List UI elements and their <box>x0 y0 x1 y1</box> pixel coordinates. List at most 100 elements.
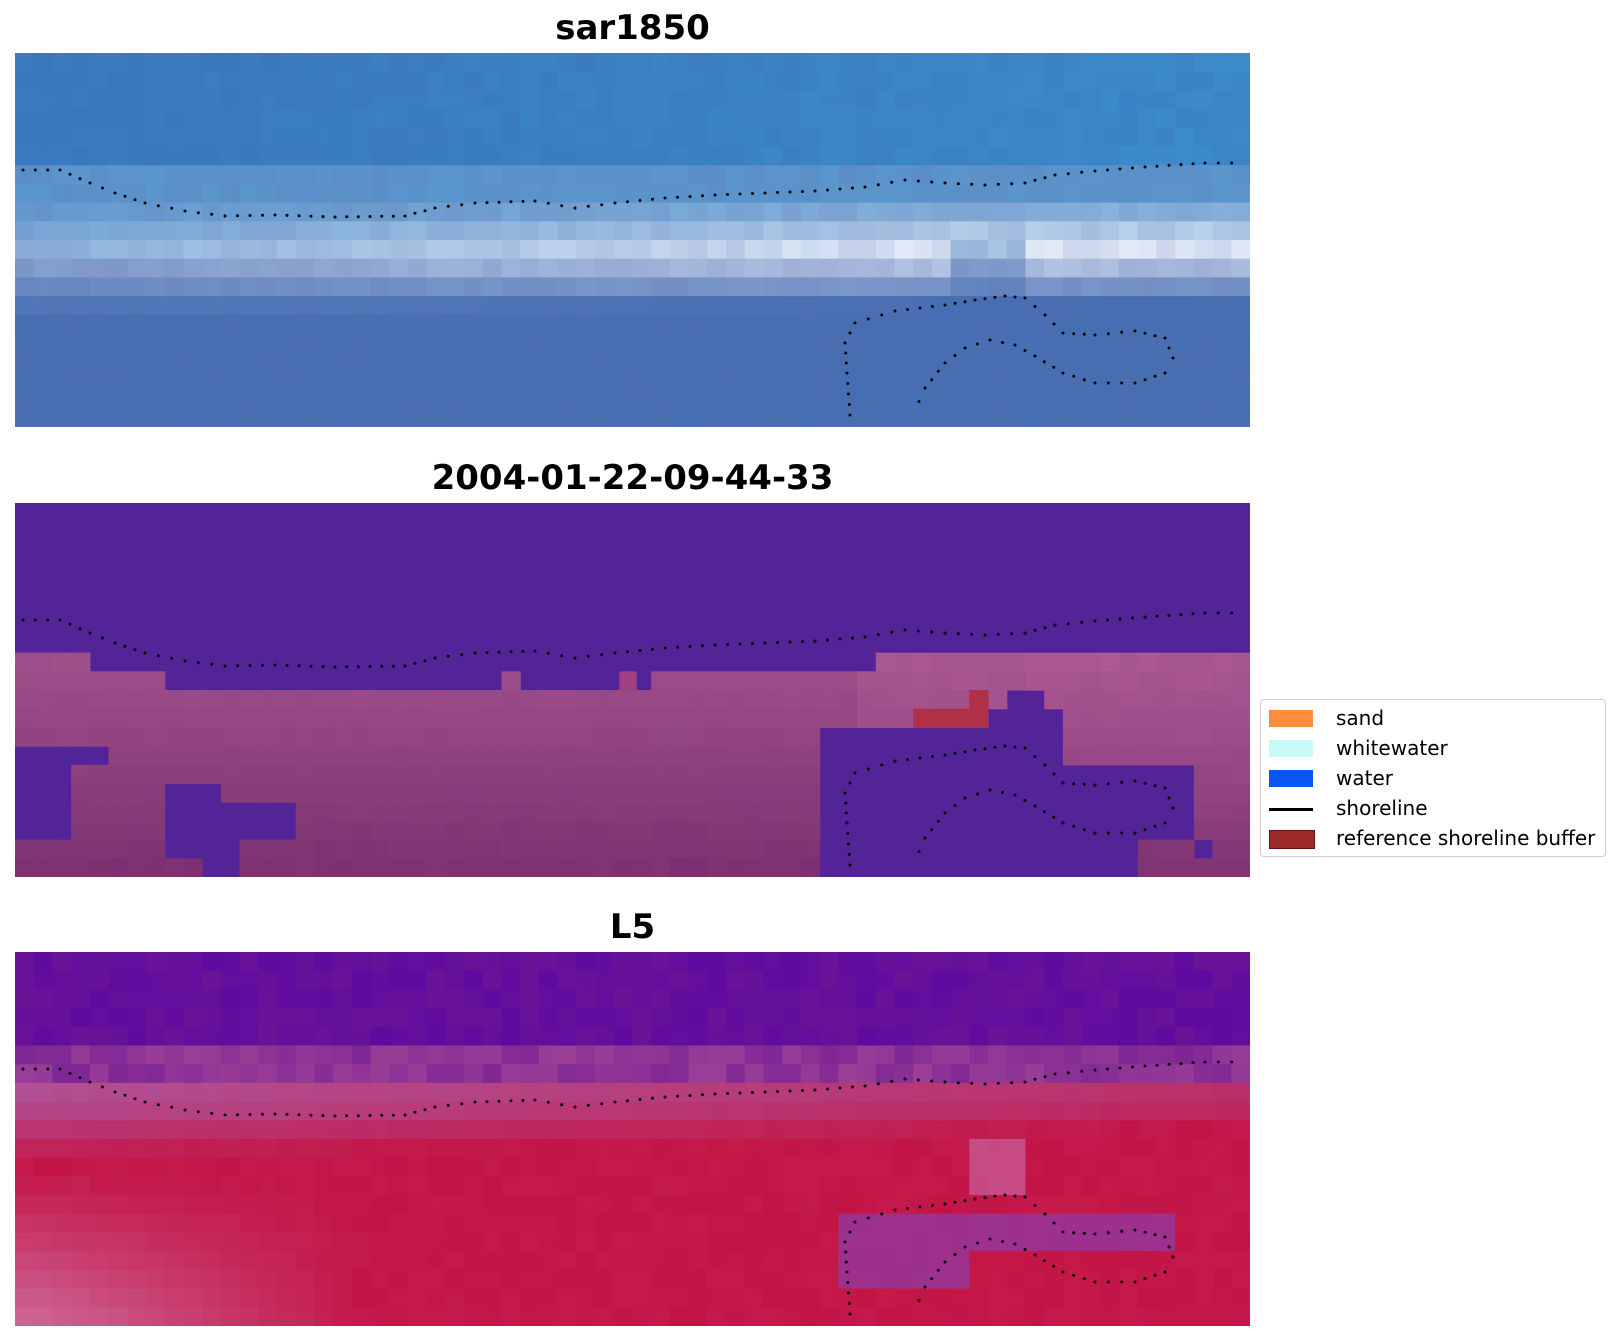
shoreline-point <box>688 195 692 198</box>
image-pixel <box>202 202 222 222</box>
land-pixel <box>127 839 147 859</box>
index-pixel <box>613 1045 634 1065</box>
shoreline-point <box>931 305 934 308</box>
image-pixel <box>726 277 746 297</box>
image-pixel <box>1212 71 1232 91</box>
index-pixel <box>89 1120 110 1140</box>
land-pixel <box>445 839 465 859</box>
land-pixel <box>314 783 334 803</box>
image-pixel <box>557 183 577 204</box>
image-pixel <box>108 90 128 110</box>
image-pixel <box>314 333 334 353</box>
image-pixel <box>1175 183 1195 204</box>
index-pixel <box>52 1026 72 1047</box>
image-pixel <box>1119 127 1139 148</box>
image-pixel <box>632 202 652 222</box>
image-pixel <box>33 127 54 148</box>
shoreline-point <box>843 791 847 795</box>
index-pixel <box>1175 1139 1195 1159</box>
land-pixel <box>15 652 35 672</box>
index-pixel <box>913 1045 933 1065</box>
image-pixel <box>183 258 203 278</box>
land-pixel <box>501 764 521 785</box>
image-pixel <box>202 314 222 335</box>
image-pixel <box>1156 71 1176 91</box>
land-pixel <box>969 671 989 691</box>
index-pixel <box>351 1101 372 1121</box>
land-pixel <box>445 858 465 877</box>
index-pixel <box>1044 1307 1064 1326</box>
index-pixel <box>108 1139 128 1159</box>
index-pixel <box>445 970 465 990</box>
index-pixel <box>351 1120 372 1140</box>
index-pixel <box>220 952 241 972</box>
shoreline-point <box>58 1067 62 1071</box>
land-pixel <box>314 708 334 728</box>
index-pixel <box>595 1288 615 1308</box>
index-pixel <box>538 1213 559 1234</box>
index-pixel <box>389 1307 409 1326</box>
index-pixel <box>1175 989 1195 1009</box>
image-pixel <box>782 71 802 91</box>
shoreline-point <box>936 819 940 823</box>
land-pixel <box>576 727 596 747</box>
land-pixel <box>464 858 484 877</box>
image-pixel <box>1081 53 1101 73</box>
index-pixel <box>1175 1120 1195 1140</box>
index-pixel <box>52 1120 72 1140</box>
land-pixel <box>950 671 970 691</box>
index-pixel <box>1062 1288 1083 1308</box>
shoreline-point <box>309 1113 313 1117</box>
land-pixel <box>351 690 372 710</box>
index-pixel <box>370 1251 390 1271</box>
image-pixel <box>1193 277 1214 297</box>
land-pixel <box>782 671 802 691</box>
index-pixel <box>576 1008 596 1028</box>
image-pixel <box>164 71 185 91</box>
image-pixel <box>220 314 241 335</box>
image-pixel <box>894 127 914 148</box>
land-pixel <box>857 708 877 728</box>
image-pixel <box>950 127 970 148</box>
index-pixel <box>1212 1232 1232 1252</box>
index-pixel <box>988 1213 1008 1234</box>
image-pixel <box>1212 127 1232 148</box>
index-pixel <box>445 1139 465 1159</box>
land-pixel <box>800 764 821 785</box>
land-pixel <box>127 820 147 841</box>
image-pixel <box>202 240 222 260</box>
image-pixel <box>595 389 615 409</box>
index-pixel <box>1006 1269 1027 1290</box>
image-pixel <box>258 90 278 110</box>
image-pixel <box>1137 165 1158 185</box>
image-pixel <box>576 389 596 409</box>
shoreline-point <box>916 1078 920 1082</box>
index-pixel <box>1025 1026 1045 1047</box>
image-pixel <box>127 221 147 241</box>
index-pixel <box>333 1251 353 1271</box>
index-pixel <box>651 1008 671 1028</box>
land-pixel <box>520 839 540 859</box>
index-pixel <box>127 1176 147 1196</box>
shoreline-point <box>223 1113 227 1117</box>
land-pixel <box>782 764 802 785</box>
land-pixel <box>295 746 315 766</box>
index-pixel <box>726 989 746 1009</box>
index-pixel <box>1062 952 1083 972</box>
image-pixel <box>875 71 896 91</box>
index-pixel <box>1193 1288 1214 1308</box>
index-pixel <box>426 1307 446 1326</box>
index-pixel <box>258 1008 278 1028</box>
index-pixel <box>389 1269 409 1290</box>
image-pixel <box>258 352 278 372</box>
image-pixel <box>744 146 765 166</box>
index-pixel <box>1081 1045 1101 1065</box>
shoreline-point <box>1033 1077 1037 1081</box>
image-pixel <box>1231 146 1250 166</box>
index-pixel <box>557 1101 577 1121</box>
image-pixel <box>669 71 690 91</box>
image-pixel <box>557 146 577 166</box>
index-pixel <box>370 1307 390 1326</box>
image-pixel <box>370 389 390 409</box>
image-pixel <box>407 146 428 166</box>
